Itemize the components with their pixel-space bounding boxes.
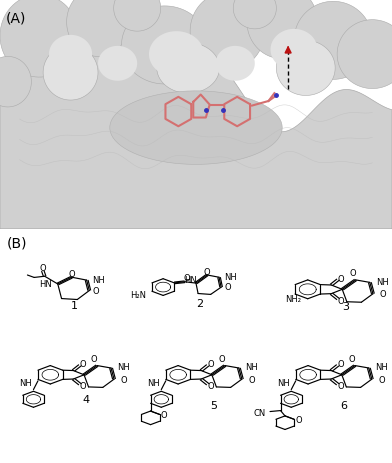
Text: NH: NH: [375, 363, 388, 371]
Text: O: O: [248, 375, 255, 384]
Polygon shape: [157, 44, 220, 94]
Text: HN: HN: [184, 276, 197, 285]
Text: NH₂: NH₂: [285, 294, 301, 304]
Polygon shape: [233, 0, 276, 30]
Text: O: O: [224, 282, 231, 292]
Text: O: O: [91, 354, 98, 363]
Text: O: O: [338, 296, 345, 306]
Text: O: O: [208, 382, 214, 390]
Text: (A): (A): [6, 12, 26, 25]
Text: CN: CN: [253, 408, 265, 417]
Text: 5: 5: [210, 400, 217, 410]
Text: O: O: [93, 287, 99, 295]
Polygon shape: [337, 21, 392, 89]
Text: 3: 3: [343, 301, 350, 312]
Text: 4: 4: [82, 394, 89, 404]
Text: NH: NH: [245, 363, 258, 371]
Polygon shape: [276, 41, 335, 96]
Text: NH: NH: [147, 378, 160, 387]
Text: O: O: [80, 359, 86, 369]
Polygon shape: [0, 0, 78, 78]
Text: O: O: [379, 290, 386, 299]
Text: O: O: [348, 354, 355, 363]
Polygon shape: [247, 0, 318, 60]
Polygon shape: [49, 36, 92, 74]
Text: O: O: [68, 269, 75, 278]
Text: NH: NH: [92, 275, 105, 284]
Text: O: O: [378, 375, 385, 384]
Polygon shape: [114, 0, 161, 32]
Text: O: O: [219, 354, 225, 363]
Polygon shape: [98, 47, 137, 81]
Text: HN: HN: [39, 279, 52, 288]
Polygon shape: [110, 92, 282, 165]
Text: O: O: [80, 382, 86, 390]
Text: O: O: [40, 264, 46, 273]
Text: NH: NH: [376, 277, 389, 286]
Text: H₂N: H₂N: [130, 290, 146, 299]
Text: O: O: [338, 359, 344, 369]
Text: NH: NH: [277, 378, 290, 387]
Polygon shape: [67, 0, 129, 57]
Text: O: O: [208, 359, 214, 369]
Polygon shape: [149, 32, 204, 78]
Text: (B): (B): [6, 236, 27, 250]
Text: O: O: [338, 382, 344, 390]
Text: O: O: [120, 375, 127, 384]
Text: O: O: [161, 410, 167, 419]
Text: O: O: [338, 274, 345, 283]
Text: NH: NH: [224, 272, 237, 281]
Text: NH: NH: [19, 378, 32, 387]
Polygon shape: [0, 57, 31, 108]
Polygon shape: [216, 47, 255, 81]
Text: 1: 1: [71, 300, 78, 310]
Polygon shape: [122, 7, 208, 85]
Polygon shape: [190, 0, 265, 71]
Text: NH: NH: [117, 363, 130, 371]
Polygon shape: [0, 54, 392, 229]
Text: O: O: [203, 268, 210, 276]
Text: 2: 2: [197, 299, 204, 309]
Polygon shape: [294, 2, 372, 80]
Text: O: O: [295, 415, 302, 424]
Text: O: O: [183, 274, 190, 283]
Polygon shape: [43, 46, 98, 101]
Text: O: O: [349, 269, 356, 278]
Text: 6: 6: [340, 400, 347, 410]
Polygon shape: [270, 30, 318, 71]
